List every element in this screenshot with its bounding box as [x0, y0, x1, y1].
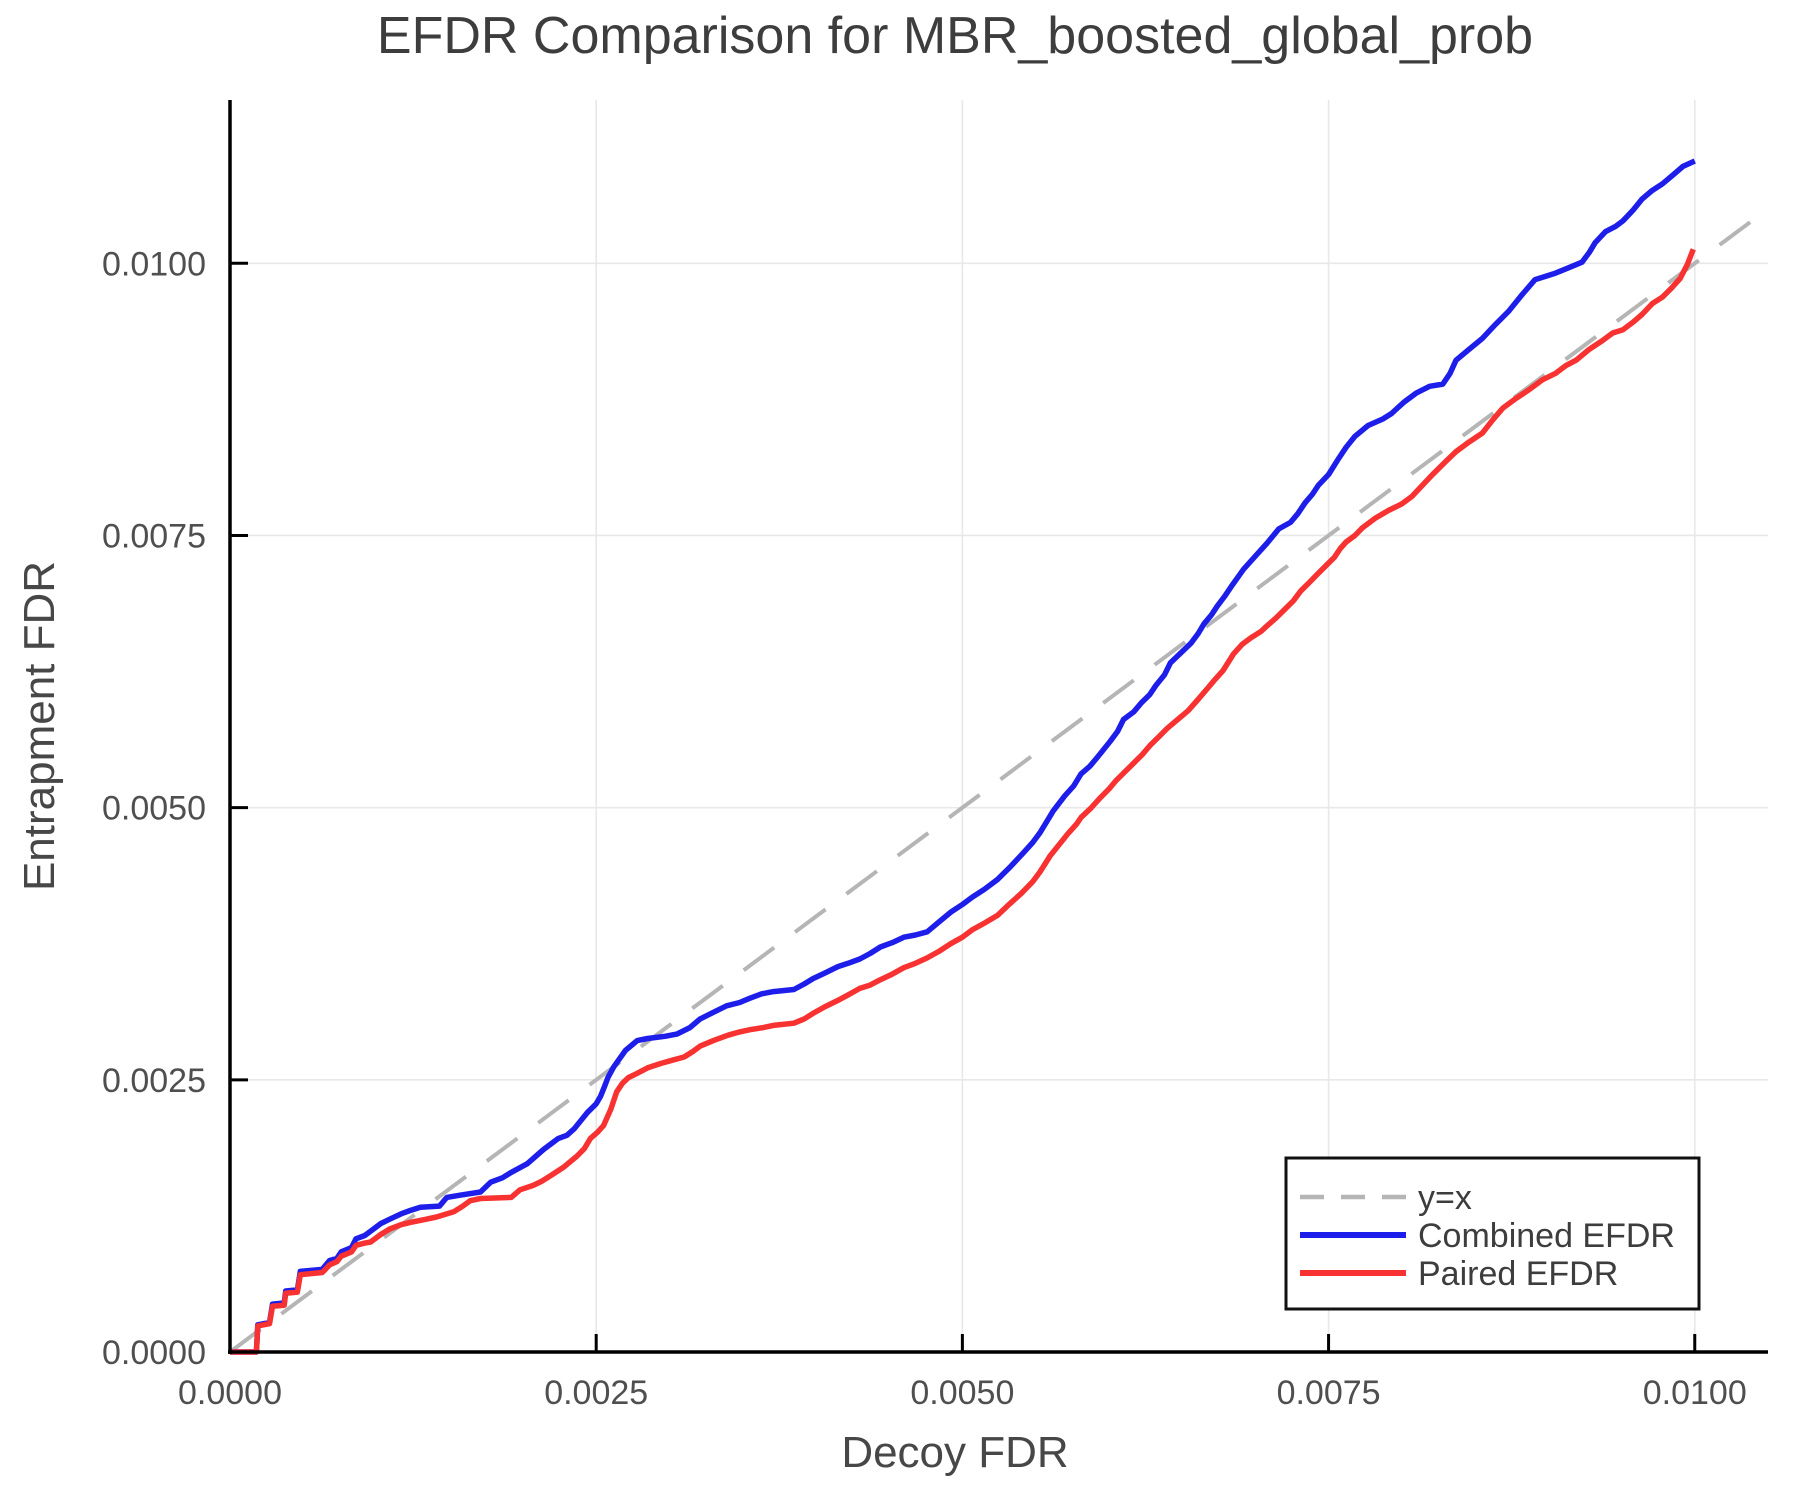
y-tick-label: 0.0050 [102, 790, 206, 828]
legend-label: Paired EFDR [1418, 1255, 1618, 1293]
legend-label: y=x [1418, 1179, 1472, 1217]
y-tick-label: 0.0000 [102, 1334, 206, 1372]
x-tick-label: 0.0075 [1277, 1374, 1381, 1412]
x-tick-label: 0.0050 [910, 1374, 1014, 1412]
combined-efdr-line [230, 158, 1696, 1355]
y-tick-label: 0.0100 [102, 245, 206, 283]
y-axis-label: Entrapment FDR [15, 560, 64, 892]
x-axis-label: Decoy FDR [841, 1428, 1069, 1477]
legend-label: Combined EFDR [1418, 1217, 1675, 1255]
y-tick-label: 0.0075 [102, 517, 206, 555]
y-tick-label: 0.0025 [102, 1062, 206, 1100]
x-tick-label: 0.0000 [178, 1374, 282, 1412]
x-tick-label: 0.0100 [1643, 1374, 1747, 1412]
chart-title: EFDR Comparison for MBR_boosted_global_p… [376, 7, 1534, 65]
x-tick-label: 0.0025 [544, 1374, 648, 1412]
paired-efdr-line [230, 248, 1696, 1355]
